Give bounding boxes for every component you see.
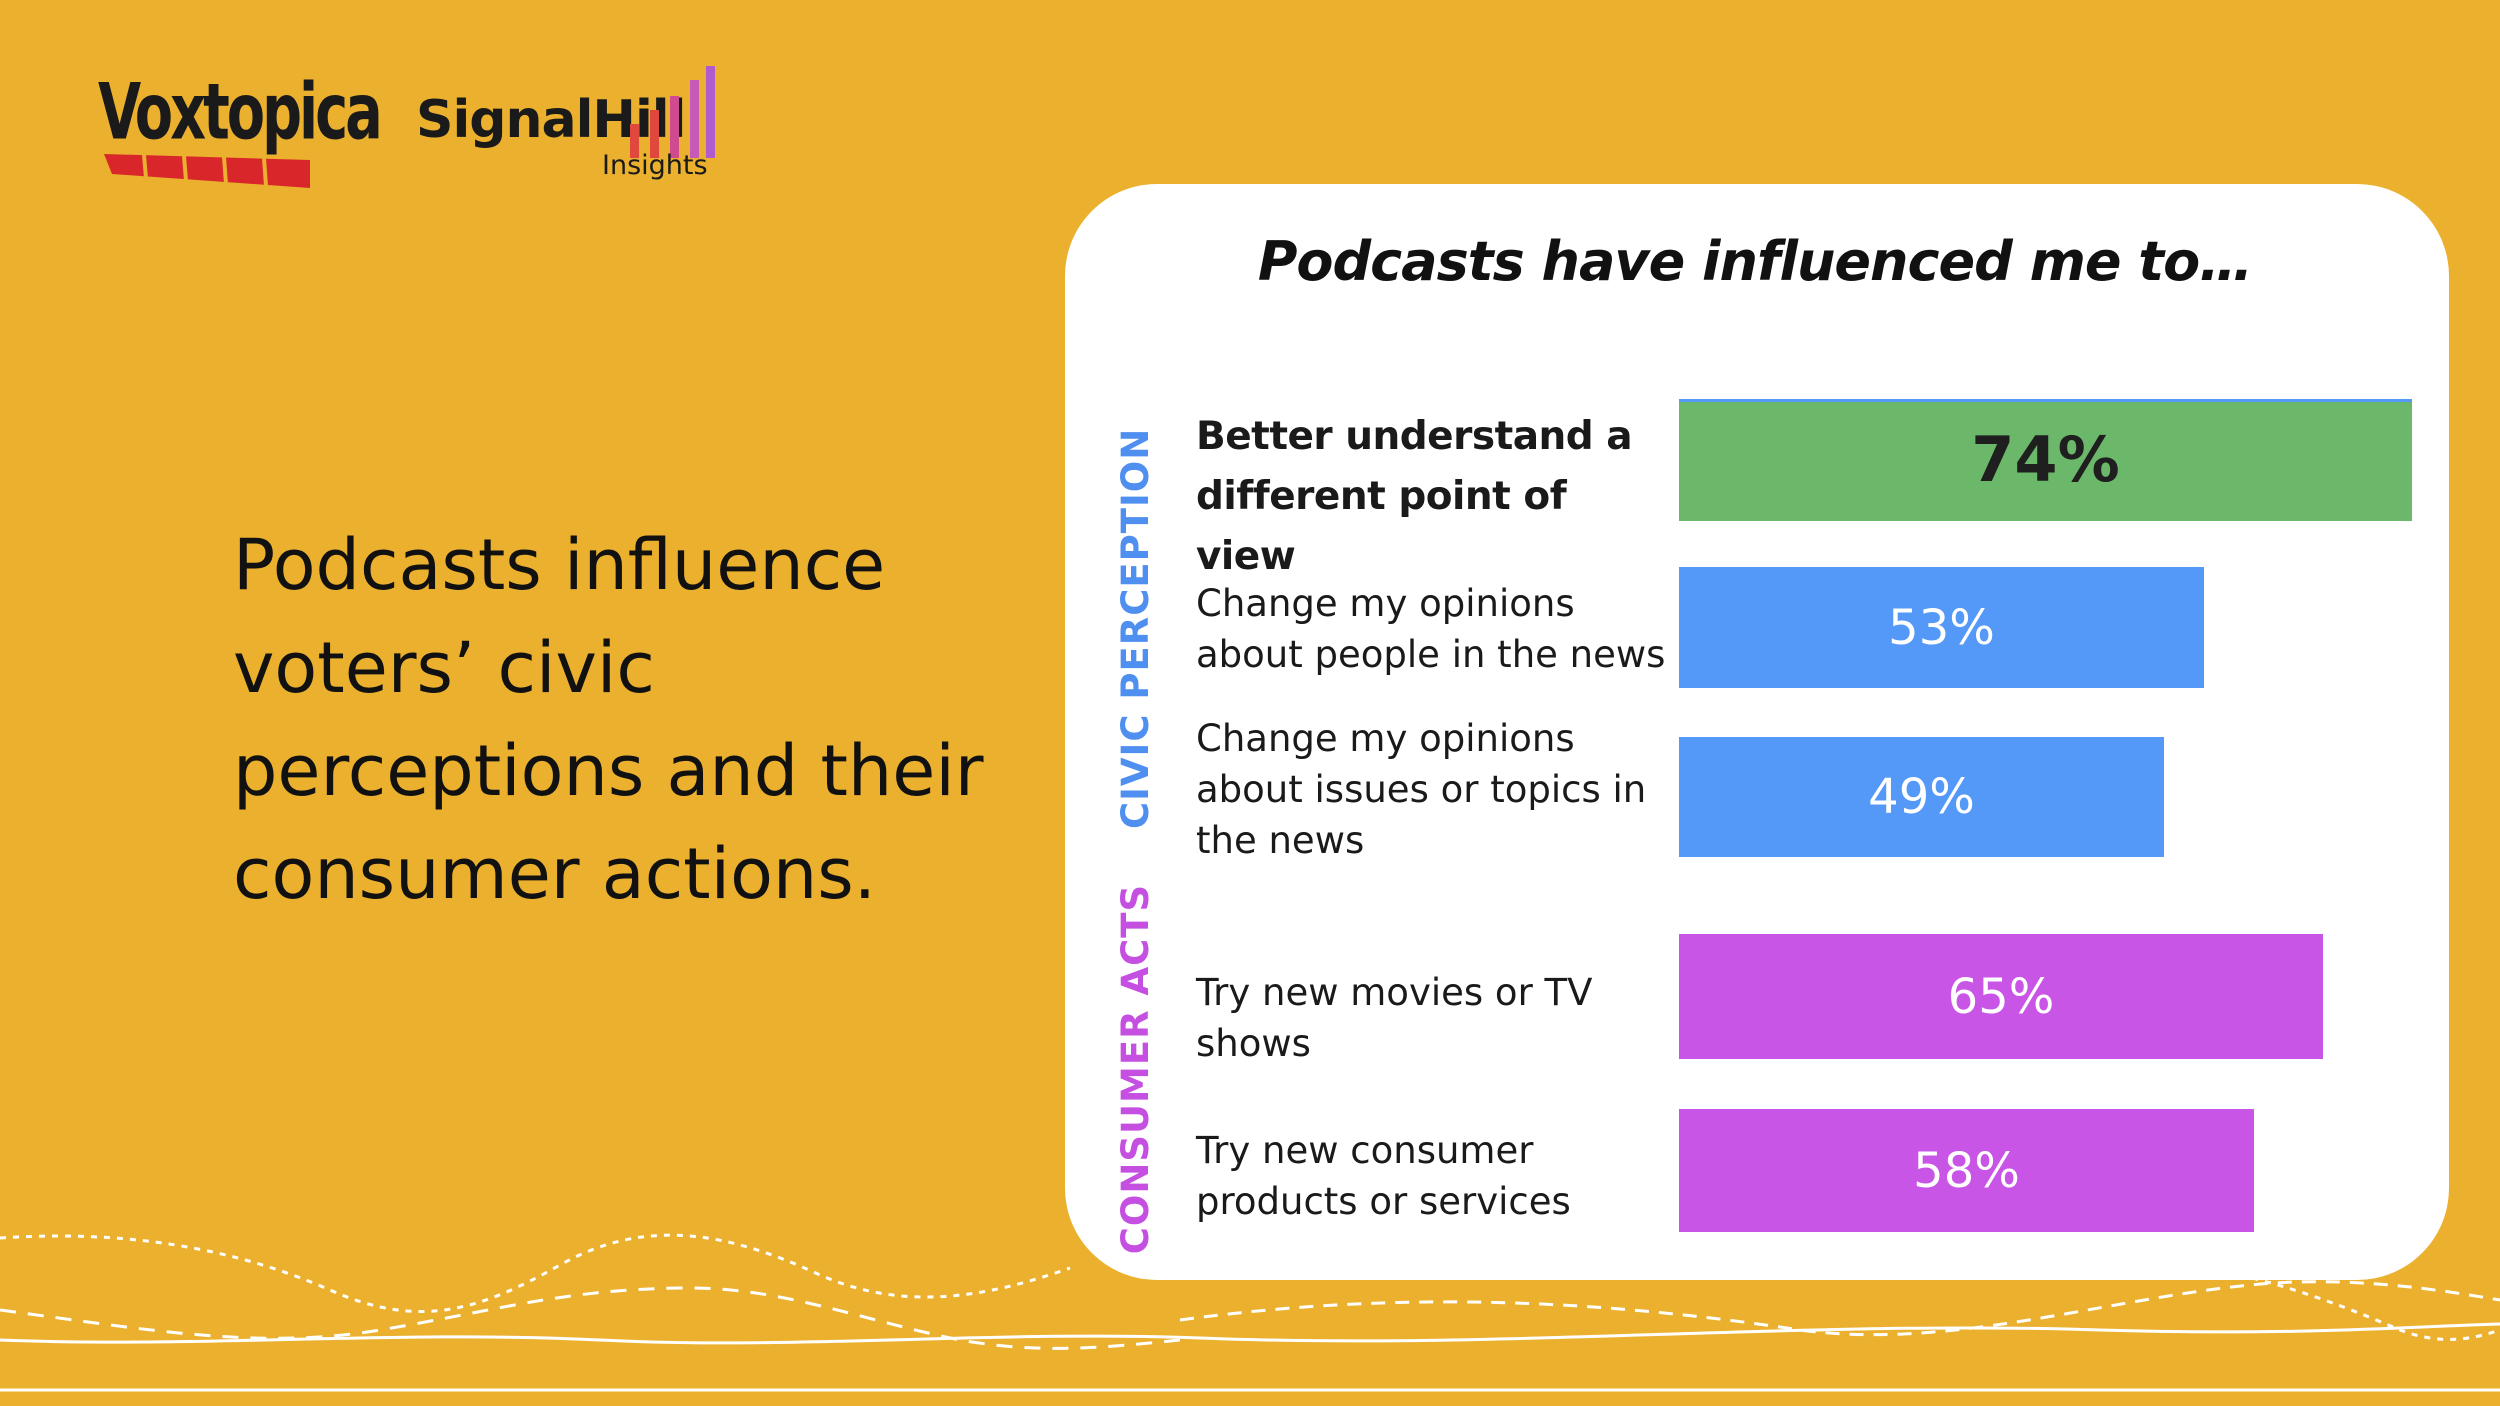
value-label: 49%: [1868, 769, 1975, 825]
voxtopica-logo: Voxtopica: [98, 66, 383, 191]
category-label: Try new movies or TV shows: [1196, 971, 1593, 1065]
bar-better-understand: [1679, 399, 2412, 521]
value-label: 74%: [1971, 423, 2120, 496]
value-label: 58%: [1913, 1142, 2020, 1199]
voxtopica-wordmark: Voxtopica: [98, 66, 383, 158]
value-label: 65%: [1947, 968, 2055, 1025]
voxtopica-stripes-icon: [104, 154, 310, 188]
bar-opinions-issues: [1679, 737, 2164, 857]
value-label: 53%: [1888, 599, 1995, 656]
bar-movies-tv: [1679, 934, 2323, 1059]
headline: Podcasts influence voters’ civic percept…: [233, 524, 984, 915]
category-label: Change my opinions about issues or topic…: [1196, 717, 1647, 862]
category-label: Better understand a different point of v…: [1196, 414, 1633, 579]
bar-consumer-products: [1679, 1109, 2254, 1232]
signal-bars-icon: [630, 66, 715, 158]
group-label-civic-perception: CIVIC PERCEPTION: [1114, 427, 1157, 829]
signal-hill-logo: SignalHill Insights: [416, 62, 716, 187]
group-label-consumer-acts: CONSUMER ACTS: [1114, 883, 1157, 1255]
signal-hill-wordmark: SignalHill: [416, 90, 686, 150]
chart-title: Podcasts have influenced me to…: [1257, 230, 2253, 293]
signal-hill-subtitle: Insights: [602, 150, 708, 181]
chart-card: [1065, 184, 2449, 1280]
category-label: Try new consumer products or services: [1196, 1129, 1571, 1223]
bar-opinions-people: [1679, 567, 2204, 688]
decorative-waves: [0, 1233, 2500, 1392]
category-label: Change my opinions about people in the n…: [1196, 582, 1666, 676]
